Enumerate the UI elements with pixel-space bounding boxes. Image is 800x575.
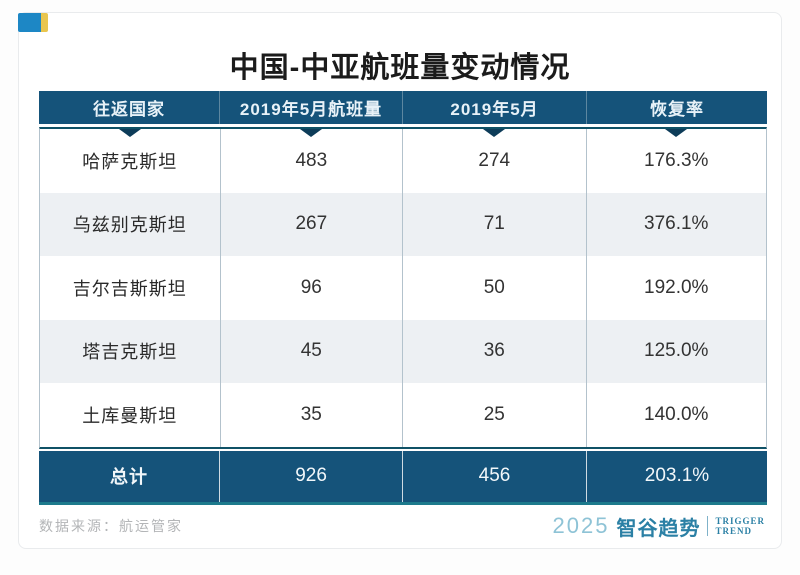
- logo-year: 2025: [552, 513, 610, 538]
- header-current-flights: 2019年5月: [402, 91, 586, 124]
- header-2019-flights: 2019年5月航班量: [219, 91, 402, 124]
- cell-current-flights: 50: [402, 256, 585, 320]
- cell-country: 塔吉克斯坦: [82, 342, 178, 363]
- cell-recovery-rate: 192.0%: [585, 256, 766, 320]
- logo-tagline-line1: TRIGGER: [715, 516, 765, 526]
- cell-country: 哈萨克斯坦: [40, 129, 220, 193]
- cell-current-flights: 71: [402, 192, 585, 256]
- table-body: 哈萨克斯坦 483 274 176.3% 乌兹别克斯坦 267 71 376.1…: [39, 127, 767, 449]
- table-row: 土库曼斯坦 35 25 140.0%: [40, 383, 766, 447]
- value: 176.3%: [644, 149, 709, 171]
- cell-2019-flights: 96: [219, 256, 403, 320]
- logo-brand-name: 智谷趋势: [616, 517, 701, 540]
- cell-country: 乌兹别克斯坦: [72, 215, 187, 236]
- logo-tagline-line2: TREND: [715, 526, 752, 536]
- footer: 数据来源：航运管家 2025 智谷趋势 TRIGGER TREND: [39, 512, 765, 540]
- cell-recovery-rate: 176.3%: [585, 129, 766, 193]
- brand-logo: 2025 智谷趋势 TRIGGER TREND: [553, 512, 765, 541]
- table-row: 哈萨克斯坦 483 274 176.3%: [40, 129, 766, 193]
- cell-2019-flights: 35: [219, 383, 403, 447]
- infographic-card: 中国-中亚航班量变动情况 往返国家 2019年5月航班量 2019年5月 恢复率…: [18, 12, 782, 549]
- data-source-note: 数据来源：航运管家: [39, 518, 183, 534]
- header-country: 往返国家: [93, 100, 166, 119]
- corner-badge-icon: [18, 13, 48, 32]
- country-name: 哈萨克斯坦: [82, 151, 178, 172]
- logo-tagline: TRIGGER TREND: [715, 516, 765, 536]
- cell-2019-flights: 45: [219, 319, 403, 383]
- total-2019-flights: 926: [219, 450, 402, 502]
- corner-badge-blue: [18, 13, 41, 32]
- table-header-row: 往返国家 2019年5月航班量 2019年5月 恢复率: [39, 91, 767, 124]
- cell-2019-flights: 483: [219, 129, 403, 193]
- flight-volume-table: 往返国家 2019年5月航班量 2019年5月 恢复率 哈萨克斯坦 483 27…: [39, 91, 767, 505]
- total-label: 总计: [110, 467, 149, 487]
- column-marker-icon: [118, 129, 141, 137]
- table-total-row: 总计 926 456 203.1%: [39, 450, 767, 505]
- cell-recovery-rate: 125.0%: [585, 319, 766, 383]
- table-row: 乌兹别克斯坦 267 71 376.1%: [40, 192, 766, 256]
- total-recovery-rate: 203.1%: [586, 450, 767, 502]
- cell-current-flights: 274: [402, 129, 585, 193]
- table-row: 吉尔吉斯斯坦 96 50 192.0%: [40, 256, 766, 320]
- cell-country: 土库曼斯坦: [82, 405, 178, 426]
- cell-current-flights: 25: [402, 383, 585, 447]
- column-marker-icon: [483, 129, 506, 137]
- value: 274: [478, 149, 511, 171]
- logo-divider: [707, 516, 709, 536]
- cell-current-flights: 36: [402, 319, 585, 383]
- cell-2019-flights: 267: [219, 192, 403, 256]
- cell-recovery-rate: 140.0%: [585, 383, 766, 447]
- column-marker-icon: [665, 129, 688, 137]
- cell-recovery-rate: 376.1%: [585, 192, 766, 256]
- table-row: 塔吉克斯坦 45 36 125.0%: [40, 319, 766, 383]
- page-title: 中国-中亚航班量变动情况: [229, 52, 571, 84]
- corner-badge-yellow: [41, 13, 48, 32]
- total-current-flights: 456: [402, 450, 586, 502]
- cell-country: 吉尔吉斯斯坦: [72, 278, 187, 299]
- column-marker-icon: [300, 129, 323, 137]
- header-recovery-rate: 恢复率: [586, 91, 767, 124]
- value: 483: [295, 149, 328, 171]
